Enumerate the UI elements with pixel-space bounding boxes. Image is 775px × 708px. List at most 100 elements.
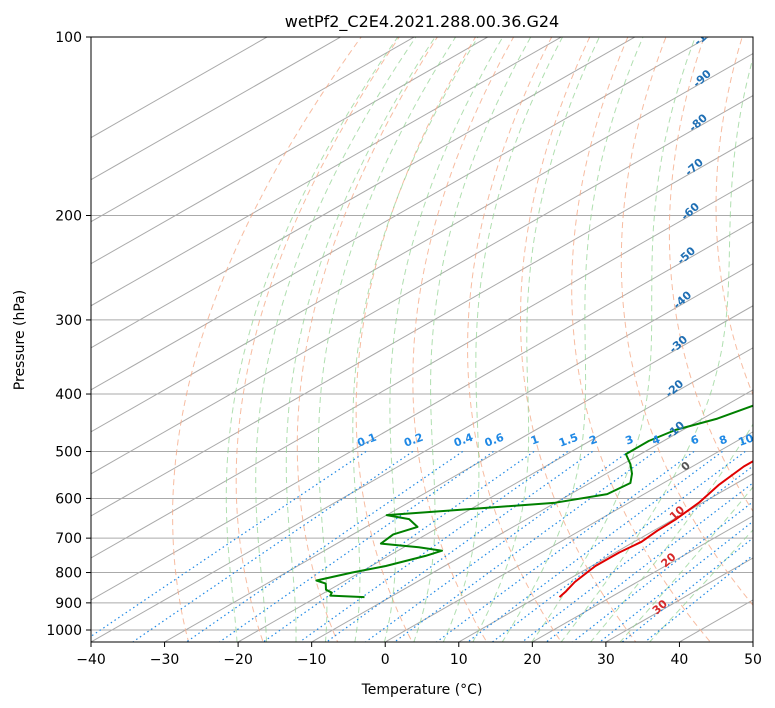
mixing-ratio-label: 4: [650, 433, 662, 448]
y-tick-label: 700: [55, 531, 82, 547]
x-tick-label: −40: [76, 652, 106, 668]
isobar-grid: [91, 37, 753, 631]
mixing-ratio-label: 0.4: [452, 431, 475, 450]
mixing-ratio-label: 8: [717, 433, 729, 448]
moist-adiabats: [225, 37, 753, 642]
mixing-ratio-label: 10: [737, 431, 756, 449]
x-tick-label: 10: [450, 652, 468, 668]
dry-adiabat-line: [571, 37, 711, 642]
plot-frame: [90, 36, 754, 643]
x-tick-label: −20: [223, 652, 253, 668]
dewpoint-profile-line: [315, 404, 753, 599]
moist-adiabat-line: [225, 37, 399, 642]
isotherm-label: -100: [691, 20, 720, 48]
moist-adiabat-line: [590, 423, 753, 642]
isotherm-line: [91, 37, 563, 307]
mixing-ratio-line: [545, 482, 753, 642]
mixing-ratio-line: [435, 451, 695, 642]
mixing-ratio-lines: [91, 451, 753, 642]
mixing-ratio-line: [298, 451, 569, 642]
moist-adiabat-line: [501, 37, 644, 642]
x-tick-label: −10: [297, 652, 327, 668]
isotherm-line: [91, 137, 753, 517]
y-tick-label: 200: [55, 209, 82, 225]
isotherm-line: [457, 473, 753, 642]
moist-adiabat-line: [442, 37, 563, 642]
x-tick-label: 30: [597, 652, 615, 668]
moist-adiabat-line: [531, 37, 696, 642]
isotherm-line: [91, 37, 416, 223]
y-tick-label: 600: [55, 491, 82, 507]
isotherm-line: [310, 389, 753, 642]
moist-adiabat-line: [472, 37, 600, 642]
mixing-ratio-label: 3: [624, 433, 636, 448]
isotherm-line: [91, 37, 342, 181]
isotherm-line: [531, 515, 753, 642]
isotherm-line: [163, 305, 753, 642]
y-tick-label: 500: [55, 444, 82, 460]
isotherm-line: [91, 37, 636, 349]
moist-adiabat-line: [413, 37, 532, 642]
y-tick-label: 300: [55, 313, 82, 329]
moist-adiabat-line: [383, 37, 504, 642]
y-tick-label: 1000: [46, 623, 82, 639]
x-tick-label: 20: [523, 652, 541, 668]
mixing-ratio-label: 1: [529, 433, 541, 448]
temperature-profile-line: [558, 460, 753, 598]
chart-title: wetPf2_C2E4.2021.288.00.36.G24: [285, 12, 559, 32]
x-axis-label: Temperature (°C): [361, 682, 483, 698]
mixing-ratio-label: 2: [587, 433, 599, 448]
dry-adiabat-line: [467, 37, 562, 642]
y-tick-label: 900: [55, 596, 82, 612]
dry-adiabat-line: [668, 37, 753, 513]
mixing-ratio-label: 0.1: [355, 431, 378, 450]
dry-adiabat-line: [412, 37, 515, 642]
mixing-ratio-line: [364, 451, 629, 642]
axis-ticks: −40 −30 −20 −10 0 10 20 30 40 5010020030040050060…: [46, 30, 762, 668]
moist-adiabat-line: [285, 37, 436, 642]
isotherm-line: [91, 37, 489, 265]
moist-adiabat-line: [560, 56, 753, 642]
moist-adiabat-line: [255, 37, 417, 642]
moist-adiabat-line: [318, 37, 457, 642]
dry-adiabat-line: [355, 37, 477, 642]
mixing-ratio-label: 6: [689, 433, 701, 448]
x-tick-label: 0: [381, 652, 390, 668]
x-tick-label: 50: [744, 652, 762, 668]
dry-adiabat-line: [235, 37, 400, 642]
mixing-ratio-line: [218, 451, 494, 642]
mixing-ratio-line: [521, 465, 753, 642]
y-tick-label: 800: [55, 566, 82, 582]
isotherm-line: [91, 221, 753, 601]
x-tick-label: −30: [150, 652, 180, 668]
isotherm-line: [384, 431, 753, 642]
mixing-ratio-label: 0.2: [402, 431, 425, 450]
isotherm-grid: [91, 37, 753, 642]
mixing-ratio-line: [571, 501, 753, 642]
mixing-ratio-line: [131, 451, 414, 642]
mixing-ratio-line: [185, 451, 464, 642]
dry-adiabats: [172, 37, 753, 642]
y-tick-label: 400: [55, 387, 82, 403]
isotherm-line: [237, 347, 753, 642]
mixing-ratio-label: 1.5: [557, 431, 580, 450]
dry-adiabat-line: [296, 37, 438, 642]
dry-adiabat-line: [172, 37, 362, 642]
y-axis-label: Pressure (hPa): [12, 290, 28, 390]
x-tick-label: 40: [671, 652, 689, 668]
isotherm-line: [91, 37, 710, 391]
mixing-ratio-label: 0.6: [483, 431, 506, 450]
mixing-ratio-line: [598, 520, 753, 642]
isotherm-line: [91, 263, 753, 642]
dry-adiabat-line: [715, 37, 753, 397]
plot-area: 0.10.20.40.611.52346810131620253036-100-…: [91, 20, 756, 642]
isotherm-line: [91, 37, 269, 139]
profile-series: [315, 404, 753, 599]
isotherm-line: [91, 179, 753, 559]
dry-adiabat-line: [620, 37, 753, 607]
mixing-ratio-line: [262, 451, 535, 642]
isotherm-line: [91, 95, 753, 475]
moist-adiabat-line: [352, 37, 479, 642]
